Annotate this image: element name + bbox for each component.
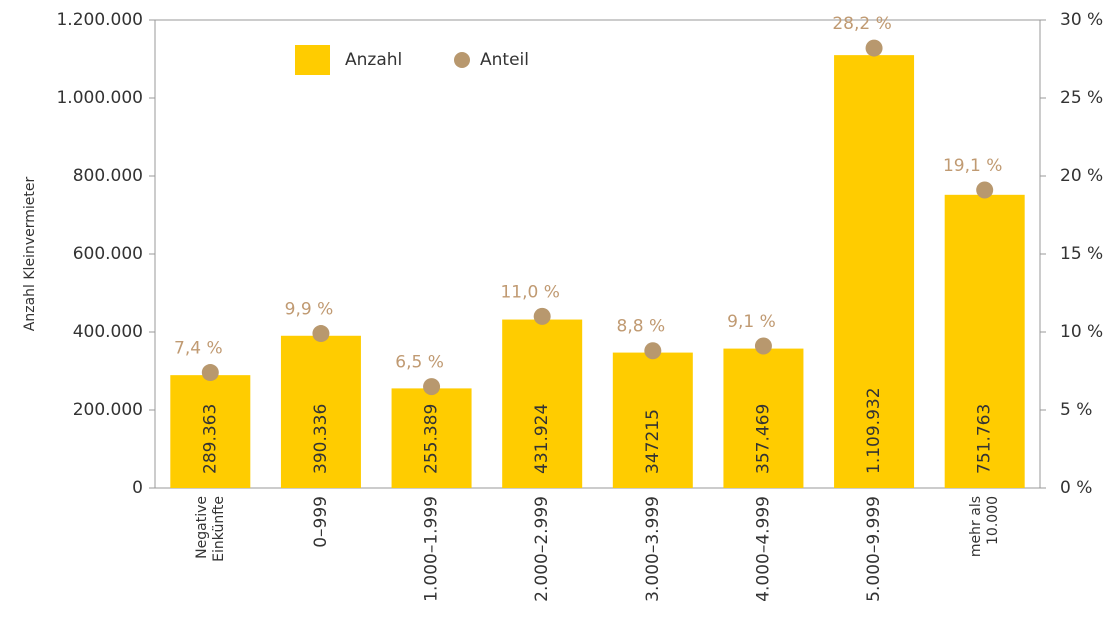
bar-value-label: 1.109.932 [864,387,884,474]
dot-value-label: 9,9 % [285,300,334,320]
bar [612,352,693,488]
x-tick-label: mehr als 10.000 [968,496,1001,557]
y-axis-label: Anzahl Kleinvermieter [22,177,38,332]
bar-value-label: 390.336 [311,404,331,474]
y-tick-label: 1.200.000 [56,10,143,30]
y2-tick-label: 10 % [1060,322,1103,342]
dot-value-label: 7,4 % [174,339,223,359]
bar [502,319,583,488]
legend-swatch [295,45,330,75]
dot-value-label: 6,5 % [395,353,444,373]
bar-value-label: 347215 [643,409,663,474]
legend-swatch [454,52,470,68]
bar [280,335,361,488]
dot [976,181,994,199]
y2-tick-label: 30 % [1060,10,1103,30]
x-tick-label: 5.000–9.999 [864,496,884,602]
dot-value-label: 8,8 % [617,317,666,337]
dot-value-label: 28,2 % [832,14,891,34]
bar-value-label: 431.924 [532,404,552,474]
y-tick-label: 800.000 [73,166,143,186]
bar [723,348,804,488]
bar-value-label: 255.389 [422,404,442,474]
bar [391,388,472,488]
bar [834,55,915,488]
y2-tick-label: 5 % [1060,400,1092,420]
y-tick-label: 200.000 [73,400,143,420]
dot-value-label: 19,1 % [943,156,1002,176]
y2-tick-label: 20 % [1060,166,1103,186]
legend-label: Anzahl [345,50,402,70]
dot [644,342,662,360]
bar-value-label: 289.363 [200,404,220,474]
y2-tick-label: 0 % [1060,478,1092,498]
bar [170,375,251,488]
y-tick-label: 1.000.000 [56,88,143,108]
dot [423,378,441,396]
dot-value-label: 11,0 % [500,282,559,302]
x-tick-label: Negative Einkünfte [194,496,227,566]
legend-label: Anteil [480,50,529,70]
dot [865,39,883,57]
y-tick-label: 0 [132,478,143,498]
dot [533,307,551,325]
bar-value-label: 357.469 [753,404,773,474]
dot [312,325,330,343]
y2-tick-label: 15 % [1060,244,1103,264]
y-tick-label: 400.000 [73,322,143,342]
dot-value-label: 9,1 % [727,312,776,332]
x-tick-label: 1.000–1.999 [422,496,442,602]
y-tick-label: 600.000 [73,244,143,264]
x-tick-label: 0–999 [311,496,331,548]
x-tick-label: 3.000–3.999 [643,496,663,602]
bar [944,194,1025,488]
bar-value-label: 751.763 [975,404,995,474]
x-tick-label: 2.000–2.999 [532,496,552,602]
dot [754,337,772,355]
y2-tick-label: 25 % [1060,88,1103,108]
x-tick-label: 4.000–4.999 [753,496,773,602]
dot [201,364,219,382]
